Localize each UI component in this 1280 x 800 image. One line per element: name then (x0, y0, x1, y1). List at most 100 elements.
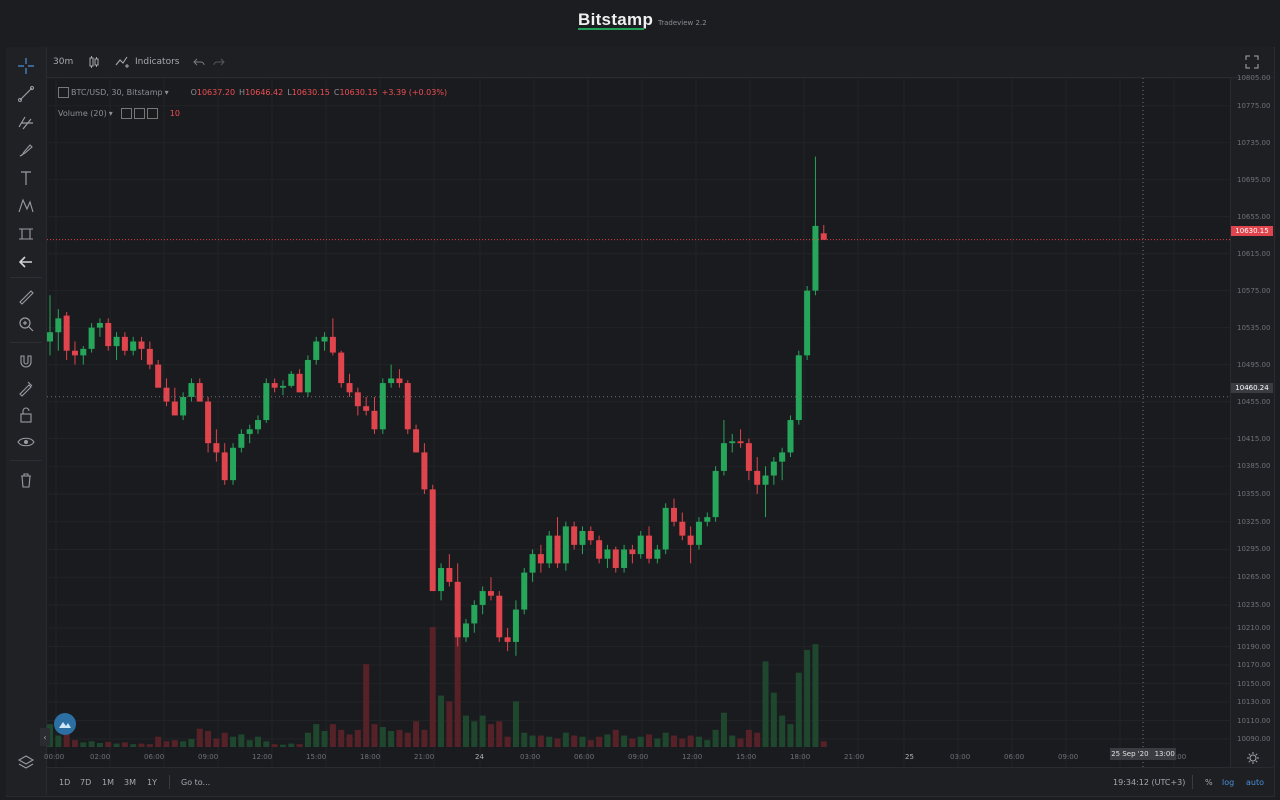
lock-drawings-icon[interactable] (15, 378, 37, 398)
collapse-tools-icon[interactable]: ‹ (40, 728, 50, 746)
candle-body (96, 322, 103, 328)
volume-bar (388, 731, 395, 747)
candle-body (379, 383, 386, 430)
collapse-legend-icon[interactable] (58, 87, 69, 98)
brush-icon[interactable] (15, 140, 37, 160)
candle-body (646, 535, 653, 559)
layers-icon[interactable] (15, 753, 37, 773)
chevron-down-icon[interactable]: ▾ (164, 88, 169, 97)
volume-bar (130, 744, 137, 747)
candle-body (338, 352, 345, 384)
volume-bar (171, 740, 178, 747)
volume-bar (637, 736, 644, 747)
utc-clock[interactable]: 19:34:12 (UTC+3) (1113, 777, 1186, 787)
candle-body (621, 549, 628, 568)
settings-icon[interactable] (120, 108, 132, 119)
volume-bar (230, 736, 237, 747)
range-1d[interactable]: 1D (59, 777, 71, 787)
volume-bar (255, 736, 261, 747)
candle-body (596, 540, 603, 559)
range-1m[interactable]: 1M (102, 777, 114, 787)
candle-body (213, 443, 220, 453)
candle-body (163, 387, 170, 402)
price-tick-label: 10775.00 (1237, 101, 1271, 110)
indicators-button[interactable]: Indicators (115, 47, 179, 77)
fib-tool-icon[interactable] (15, 112, 37, 132)
volume-bar (712, 729, 719, 747)
volume-label[interactable]: Volume (20) (58, 109, 107, 118)
price-tick-label: 10235.00 (1237, 600, 1271, 609)
candle-body (537, 554, 544, 564)
crosshair-date: 25 Sep '20 (1111, 750, 1149, 758)
candle-type-icon[interactable] (87, 47, 101, 77)
price-tick-label: 10535.00 (1237, 323, 1271, 332)
time-tick-label: 06:00 (144, 753, 165, 761)
close-icon[interactable] (146, 108, 158, 119)
eye-icon[interactable] (15, 432, 37, 452)
auto-toggle[interactable]: auto (1246, 777, 1265, 787)
redo-icon[interactable] (213, 47, 225, 77)
fullscreen-icon[interactable] (1245, 47, 1259, 77)
price-tick-label: 10090.00 (1237, 735, 1271, 743)
volume-bar (363, 664, 370, 747)
candle-body (329, 336, 336, 353)
candle-body (238, 433, 245, 448)
chart-toolbar: 30m Indicators (47, 47, 1273, 78)
chart-settings-icon[interactable] (1246, 750, 1260, 769)
goto-button[interactable]: Go to... (181, 777, 211, 787)
candle-body (388, 378, 395, 384)
time-tick-label: 12:00 (252, 753, 273, 761)
range-7d[interactable]: 7D (80, 777, 92, 787)
candle-body (321, 336, 328, 342)
candle-body (662, 507, 669, 550)
tradeview-logo-icon[interactable] (54, 713, 76, 735)
volume-bar (579, 736, 586, 747)
pattern-tool-icon[interactable] (15, 196, 37, 216)
symbol-name[interactable]: BTC/USD, 30, Bitstamp (71, 88, 163, 97)
volume-bar (313, 724, 320, 747)
volume-bar (762, 661, 769, 747)
measure-tool-icon[interactable] (15, 224, 37, 244)
candle-body (55, 318, 62, 333)
volume-bar (737, 738, 744, 747)
candle-body (762, 475, 769, 485)
log-toggle[interactable]: log (1222, 777, 1235, 787)
price-axis[interactable]: 10805.00 10775.00 10735.00 10695.00 10655.00… (1230, 74, 1274, 771)
candle-body (820, 233, 827, 240)
ruler-icon[interactable] (15, 287, 37, 307)
volume-bar (138, 743, 145, 747)
interval-selector[interactable]: 30m (53, 57, 74, 67)
trash-icon[interactable] (15, 470, 37, 490)
crosshair-icon[interactable] (15, 56, 37, 76)
candle-body (221, 452, 228, 481)
zoom-in-icon[interactable] (15, 314, 37, 334)
magnet-icon[interactable] (15, 351, 37, 371)
price-tick-label: 10110.00 (1237, 716, 1271, 725)
undo-icon[interactable] (193, 47, 205, 77)
volume-bar (779, 715, 786, 747)
percent-toggle[interactable]: % (1205, 777, 1213, 787)
price-tick-label: 10190.00 (1237, 642, 1271, 651)
price-chart[interactable] (47, 78, 1230, 771)
volume-bar (554, 738, 561, 747)
bottom-divider (1192, 775, 1193, 789)
lock-icon[interactable] (15, 405, 37, 425)
text-tool-icon[interactable] (15, 168, 37, 188)
tools-divider (10, 460, 42, 461)
volume-bar (471, 721, 478, 747)
volume-bar (704, 740, 711, 747)
volume-bar (812, 644, 819, 747)
brand-logo[interactable]: Bitstamp (578, 10, 654, 29)
candle-body (712, 470, 719, 518)
range-1y[interactable]: 1Y (147, 777, 157, 787)
chevron-down-icon[interactable]: ▾ (108, 109, 113, 118)
time-tick-label: 06:00 (574, 753, 595, 761)
crosshair-time-tag: 25 Sep '20 13:00 (1110, 748, 1176, 760)
trend-line-icon[interactable] (15, 84, 37, 104)
candle-body (454, 581, 461, 638)
range-3m[interactable]: 3M (124, 777, 136, 787)
candlestick-chart[interactable] (47, 78, 1230, 771)
back-arrow-icon[interactable] (15, 252, 37, 272)
candle-body (246, 429, 253, 434)
hide-icon[interactable] (133, 108, 145, 119)
